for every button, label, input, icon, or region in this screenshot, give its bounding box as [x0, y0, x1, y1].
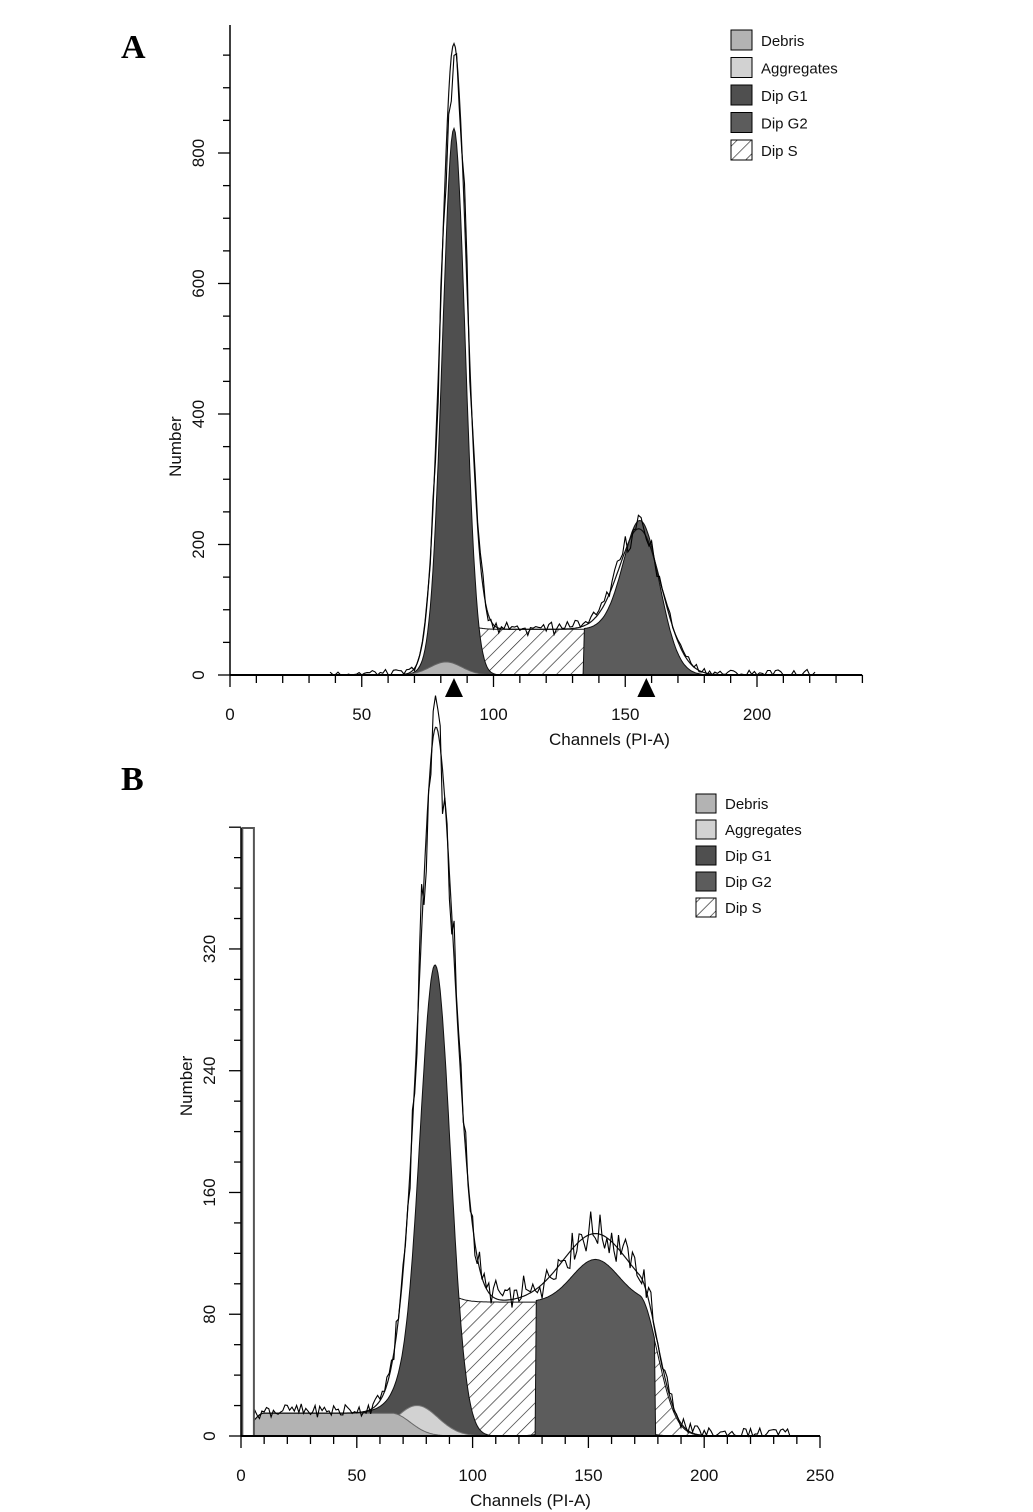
- legend-label-debris: Debris: [725, 796, 768, 813]
- x-tick-label: 200: [743, 705, 771, 724]
- legend-label-dip-g2: Dip G2: [761, 116, 808, 133]
- panel-b-histogram: 0 50 100 150 200 250 0 80 160 240 320 Channels (PI-…: [177, 695, 834, 1510]
- x-tick-label: 100: [458, 1466, 486, 1485]
- legend-label-aggregates: Aggregates: [761, 61, 838, 78]
- legend-swatch-dip-s: [695, 897, 717, 918]
- model-fit-line: [330, 41, 815, 676]
- panel-a-histogram: 0 50 100 150 200 0 200 400 600 800 Channels (PI-A)…: [166, 25, 864, 749]
- legend-label-dip-g1: Dip G1: [761, 88, 808, 105]
- x-axis-title: Channels (PI-A): [549, 730, 670, 749]
- legend-swatch-debris: [730, 29, 753, 51]
- x-tick-label: 250: [806, 1466, 834, 1485]
- peak-marker-triangle: [444, 678, 463, 697]
- legend-swatch-dip-g1: [730, 84, 753, 106]
- y-tick-label: 400: [189, 400, 208, 428]
- y-axis-title: Number: [166, 416, 185, 477]
- y-axis-title: Number: [177, 1055, 196, 1116]
- legend-swatch-debris: [695, 793, 717, 814]
- y-tick-label: 0: [189, 670, 208, 679]
- legend-label-dip-g2: Dip G2: [725, 874, 772, 891]
- x-tick-label: 0: [225, 705, 234, 724]
- y-tick-label: 200: [189, 530, 208, 558]
- y-tick-label: 0: [200, 1431, 219, 1440]
- legend-swatch-dip-g2: [730, 112, 753, 133]
- x-tick-label: 150: [611, 705, 639, 724]
- x-tick-label: 50: [347, 1466, 366, 1485]
- legend-swatch-dip-s: [730, 139, 753, 161]
- panel-label-a: A: [121, 29, 146, 66]
- legend-label-dip-g1: Dip G1: [725, 848, 772, 865]
- x-tick-label: 50: [352, 705, 371, 724]
- y-tick-label: 160: [200, 1178, 219, 1206]
- x-tick-label: 100: [479, 705, 507, 724]
- legend-label-aggregates: Aggregates: [725, 822, 802, 839]
- y-tick-label: 600: [189, 269, 208, 297]
- x-axis-title: Channels (PI-A): [470, 1491, 591, 1510]
- panel-label-b: B: [121, 761, 144, 798]
- legend-label-debris: Debris: [761, 33, 804, 50]
- x-tick-label: 0: [236, 1466, 245, 1485]
- dip-g1-area: [230, 126, 863, 676]
- legend-swatch-aggregates: [730, 57, 753, 78]
- y-tick-label: 240: [200, 1057, 219, 1085]
- y-tick-label: 800: [189, 139, 208, 167]
- x-tick-label: 200: [690, 1466, 718, 1485]
- y-tick-label: 80: [200, 1305, 219, 1324]
- x-tick-label: 150: [574, 1466, 602, 1485]
- legend-label-dip-s: Dip S: [761, 143, 798, 160]
- y-tick-label: 320: [200, 935, 219, 963]
- dip-s-area: [230, 617, 863, 676]
- legend-swatch-aggregates: [695, 819, 717, 840]
- legend-swatch-dip-g2: [695, 871, 717, 892]
- peak-marker-triangle: [637, 678, 656, 697]
- legend-swatch-dip-g1: [695, 845, 717, 866]
- legend-label-dip-s: Dip S: [725, 900, 762, 917]
- raw-histogram-line: [329, 52, 816, 677]
- gate-region: [241, 827, 255, 1437]
